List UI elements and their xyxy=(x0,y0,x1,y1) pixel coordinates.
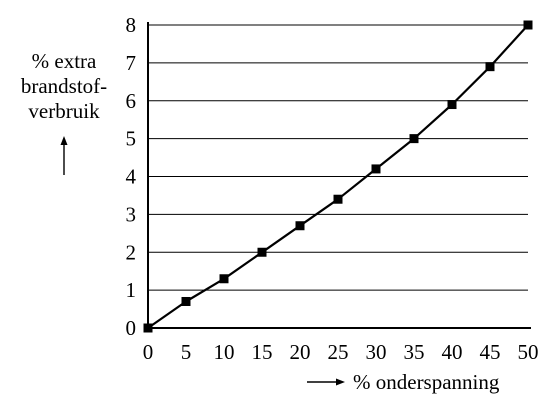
y-axis-label-line-2: brandstof- xyxy=(21,74,107,98)
x-tick-label-5: 5 xyxy=(181,340,192,364)
data-point-40 xyxy=(447,100,457,110)
data-point-30 xyxy=(371,164,381,174)
y-tick-label-0: 0 xyxy=(126,316,137,340)
y-tick-label-5: 5 xyxy=(126,127,137,151)
x-tick-label-30: 30 xyxy=(366,340,387,364)
data-point-5 xyxy=(181,296,191,306)
y-axis-label: % extra brandstof- verbruik xyxy=(21,49,107,175)
up-arrow-icon xyxy=(60,136,68,175)
data-point-0 xyxy=(143,323,153,333)
y-tick-label-4: 4 xyxy=(126,165,137,189)
data-point-20 xyxy=(295,221,305,231)
y-tick-label-7: 7 xyxy=(126,51,137,75)
axes xyxy=(147,22,531,329)
y-tick-labels: 0 1 2 3 4 5 6 7 8 xyxy=(126,13,137,340)
x-tick-label-45: 45 xyxy=(480,340,501,364)
series xyxy=(143,20,533,333)
x-axis-label: % onderspanning xyxy=(307,370,500,394)
x-tick-label-20: 20 xyxy=(290,340,311,364)
x-tick-label-25: 25 xyxy=(328,340,349,364)
data-point-50 xyxy=(523,20,533,30)
y-tick-label-1: 1 xyxy=(126,278,137,302)
y-axis-label-line-3: verbruik xyxy=(28,99,100,123)
y-tick-label-3: 3 xyxy=(126,202,137,226)
x-tick-label-0: 0 xyxy=(143,340,154,364)
x-tick-label-40: 40 xyxy=(442,340,463,364)
right-arrow-icon xyxy=(307,378,345,386)
y-axis-label-line-1: % extra xyxy=(32,49,97,73)
x-tick-label-10: 10 xyxy=(214,340,235,364)
data-point-15 xyxy=(257,247,267,257)
y-tick-label-8: 8 xyxy=(126,13,137,37)
y-tick-label-2: 2 xyxy=(126,240,137,264)
grid xyxy=(148,24,528,291)
x-tick-label-50: 50 xyxy=(518,340,539,364)
x-tick-label-35: 35 xyxy=(404,340,425,364)
data-point-25 xyxy=(333,194,343,204)
x-axis-label-text: % onderspanning xyxy=(353,370,500,394)
data-point-10 xyxy=(219,274,229,284)
x-tick-label-15: 15 xyxy=(252,340,273,364)
data-point-45 xyxy=(485,62,495,72)
y-tick-label-6: 6 xyxy=(126,89,137,113)
x-tick-labels: 0 5 10 15 20 25 30 35 40 45 50 xyxy=(143,340,539,364)
data-point-35 xyxy=(409,134,419,144)
